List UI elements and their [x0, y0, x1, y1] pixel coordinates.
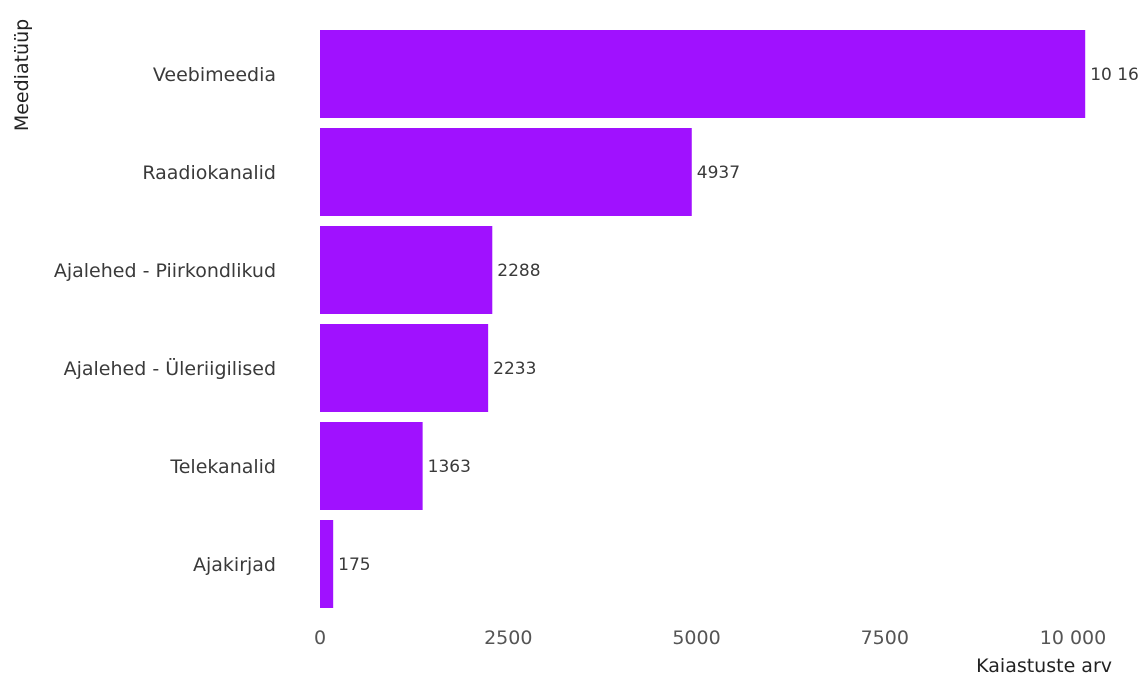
value-labels: 10 162 4937 2288 2233 1363 175	[338, 65, 1140, 575]
category-label-4: Telekanalid	[169, 456, 276, 478]
x-tick-label-2: 5000	[672, 627, 720, 649]
value-label-0: 10 162	[1090, 65, 1140, 85]
value-label-3: 2233	[493, 359, 536, 379]
category-label-0: Veebimeedia	[153, 64, 276, 86]
bar-2	[320, 226, 493, 314]
x-tick-label-1: 2500	[484, 627, 532, 649]
category-label-2: Ajalehed - Piirkondlikud	[54, 260, 276, 282]
bars-layer	[320, 30, 1086, 608]
bar-5	[320, 520, 334, 608]
x-axis-title: Kaiastuste arv	[976, 655, 1112, 675]
x-tick-label-0: 0	[314, 627, 326, 649]
value-label-1: 4937	[697, 163, 740, 183]
x-axis-ticks: 0 2500 5000 7500 10 000	[314, 627, 1106, 649]
y-axis-title: Meediatüüp	[11, 19, 33, 131]
value-label-5: 175	[338, 555, 370, 575]
value-label-4: 1363	[428, 457, 471, 477]
category-label-1: Raadiokanalid	[142, 162, 276, 184]
bar-0	[320, 30, 1086, 118]
bar-1	[320, 128, 692, 216]
x-tick-label-4: 10 000	[1040, 627, 1106, 649]
bar-4	[320, 422, 423, 510]
value-label-2: 2288	[497, 261, 540, 281]
category-label-3: Ajalehed - Üleriigilised	[64, 357, 276, 380]
category-label-5: Ajakirjad	[193, 554, 276, 576]
bar-3	[320, 324, 489, 412]
x-tick-label-3: 7500	[861, 627, 909, 649]
category-labels: Veebimeedia Raadiokanalid Ajalehed - Piirk…	[54, 64, 276, 576]
